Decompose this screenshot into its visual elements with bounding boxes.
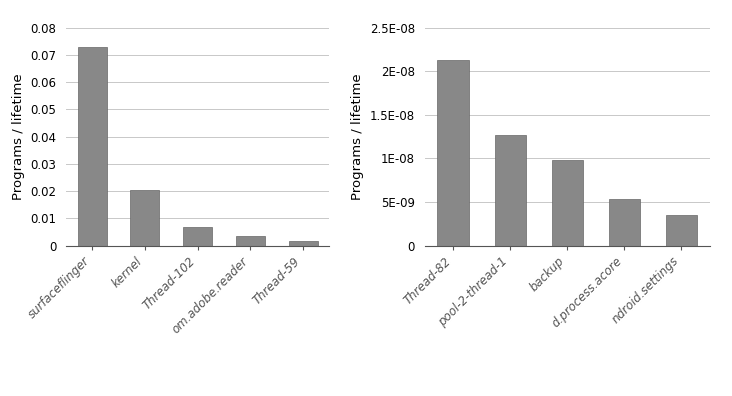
Bar <box>552 160 583 246</box>
Bar <box>130 190 160 246</box>
Bar <box>666 215 697 246</box>
Bar <box>236 236 265 246</box>
Bar <box>78 47 107 246</box>
Bar <box>183 227 212 246</box>
Y-axis label: Programs / lifetime: Programs / lifetime <box>351 73 364 200</box>
Bar <box>438 60 468 246</box>
Bar <box>288 241 318 246</box>
Bar <box>495 135 526 246</box>
Bar <box>609 199 640 246</box>
Y-axis label: Programs / lifetime: Programs / lifetime <box>12 73 25 200</box>
